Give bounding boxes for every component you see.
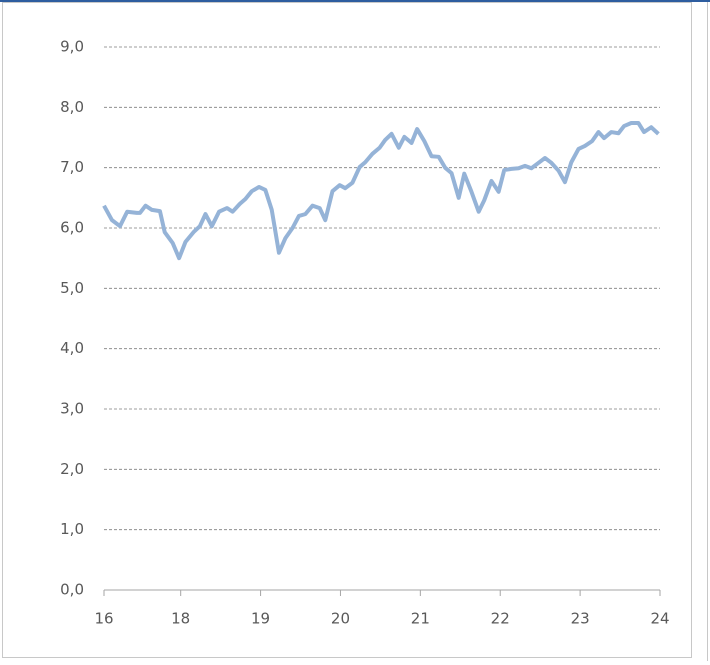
x-tick-label: 16 — [94, 610, 113, 628]
x-tick-label: 20 — [331, 610, 350, 628]
y-tick-label: 2,0 — [60, 460, 84, 478]
x-tick-label: 18 — [171, 610, 190, 628]
y-tick-label: 0,0 — [60, 581, 84, 599]
y-tick-label: 7,0 — [60, 158, 84, 176]
y-tick-label: 4,0 — [60, 339, 84, 357]
data-line — [102, 121, 660, 261]
y-tick-label: 1,0 — [60, 520, 84, 538]
y-tick-label: 9,0 — [60, 38, 84, 56]
x-tick-label: 21 — [411, 610, 430, 628]
y-tick-label: 3,0 — [60, 400, 84, 418]
y-tick-label: 8,0 — [60, 98, 84, 116]
x-tick-label: 24 — [650, 610, 669, 628]
x-tick-label: 19 — [251, 610, 270, 628]
x-tick-label: 23 — [571, 610, 590, 628]
x-tick-label: 22 — [491, 610, 510, 628]
chart-frame — [2, 2, 692, 658]
top-bar — [0, 0, 710, 2]
y-tick-label: 6,0 — [60, 219, 84, 237]
y-tick-label: 5,0 — [60, 279, 84, 297]
